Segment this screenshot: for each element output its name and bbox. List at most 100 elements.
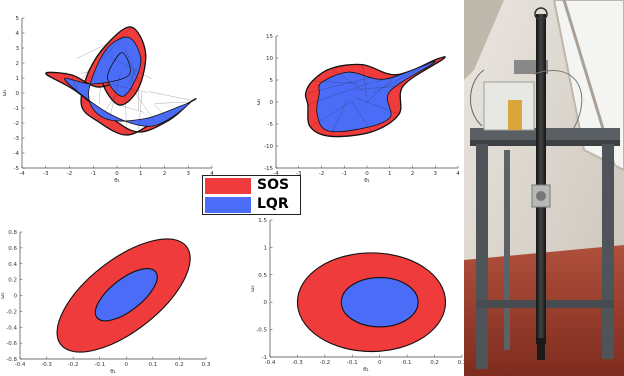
y-tick-label: 1 <box>264 245 268 251</box>
x-tick-label: 0.3 <box>458 360 464 366</box>
x-tick-label: -1 <box>91 171 96 177</box>
mesh-line <box>109 71 121 118</box>
x-tick-label: 2 <box>163 171 167 177</box>
x-tick-label: -4 <box>273 171 279 177</box>
pole-weight <box>537 338 545 360</box>
pendulum-rig-photo <box>464 0 624 376</box>
mesh-line <box>76 43 108 59</box>
x-tick-label: -4 <box>19 171 25 177</box>
x-tick-label: 0 <box>125 362 129 368</box>
x-tick-label: 0.2 <box>430 360 439 366</box>
mesh-line <box>74 66 92 91</box>
x-tick-label: 0.1 <box>148 362 157 368</box>
y-axis-label: ω₁ <box>0 292 6 299</box>
y-tick-label: 0.6 <box>8 246 17 252</box>
mesh-line <box>123 46 140 85</box>
y-tick-label: 1 <box>16 76 20 82</box>
y-tick-label: 5 <box>270 78 274 84</box>
x-axis-label: θ₁ <box>114 178 120 184</box>
y-tick-label: 0.8 <box>8 230 17 236</box>
x-axis-label: θ₁ <box>110 369 116 375</box>
x-tick-label: 0.3 <box>202 362 211 368</box>
x-tick-label: -0.4 <box>265 360 276 366</box>
y-tick-label: 0.5 <box>258 273 267 279</box>
plot-top-left: -4 -3 -2 -1 0 1 2 3 4 -5 -4 -3 -2 -1 0 1 2 3 4 5 θ₁ ω₁ <box>0 0 232 186</box>
y-tick-label: -0.2 <box>6 309 17 315</box>
x-tick-label: -0.1 <box>94 362 105 368</box>
y-axis-label: ω₁ <box>256 99 262 106</box>
x-tick-label: 1 <box>139 171 143 177</box>
y-tick-label: -3 <box>14 136 20 142</box>
pole-cap <box>534 7 548 21</box>
mesh-line <box>312 80 358 84</box>
y-tick-label: -0.4 <box>6 325 17 331</box>
pendulum-pole <box>536 14 546 344</box>
mesh-line <box>330 68 365 92</box>
x-tick-label: -2 <box>319 171 324 177</box>
x-tick-label: 0 <box>365 171 369 177</box>
y-tick-label: 3 <box>16 46 20 52</box>
y-tick-label: 2 <box>16 61 20 67</box>
y-tick-label: -15 <box>264 166 273 172</box>
x-tick-label: 0.1 <box>403 360 412 366</box>
x-tick-label: -1 <box>342 171 347 177</box>
x-tick-label: 0.2 <box>175 362 184 368</box>
x-tick-label: -3 <box>296 171 302 177</box>
mesh-line <box>354 85 404 90</box>
y-tick-label: 15 <box>266 34 273 40</box>
series-layer <box>296 252 447 353</box>
mesh-line <box>305 76 374 94</box>
table-leg-back <box>504 150 510 350</box>
legend: SOS LQR <box>202 175 301 215</box>
mesh-line <box>129 68 134 103</box>
x-tick-label: -0.3 <box>292 360 303 366</box>
table-leg-left <box>476 144 488 369</box>
x-axis-label: θ₁ <box>364 178 370 184</box>
series-layer <box>45 26 197 136</box>
plot-bottom-right-svg: -0.4 -0.3 -0.2 -0.1 0 0.1 0.2 0.3 -1 -0.5 0 0.5 1 1.5… <box>250 218 464 373</box>
mesh-line <box>119 104 145 113</box>
mesh-line <box>127 52 146 85</box>
x-axis-label: θ₁ <box>363 367 369 373</box>
axis-layer: -0.4 -0.3 -0.2 -0.1 0 0.1 0.2 0.3 -0.8 -0.6 -0.4 -0… <box>0 230 211 375</box>
y-tick-label: -5 <box>268 122 274 128</box>
legend-swatch-lqr <box>205 197 251 213</box>
y-tick-label: 0.4 <box>8 262 17 268</box>
plot-top-right: -4 -3 -2 -1 0 1 2 3 4 -15 -10 -5 0 5 10 15 θ₁ ω₁ <box>232 0 464 186</box>
plot-bottom-left: -0.4 -0.3 -0.2 -0.1 0 0.1 0.2 0.3 -0.8 -0.6 -0.4 -0… <box>0 210 232 376</box>
mesh-line <box>71 74 77 91</box>
y-tick-label: -4 <box>14 151 20 157</box>
y-tick-label: 0 <box>16 91 20 97</box>
x-tick-label: -0.2 <box>319 360 330 366</box>
mesh-layer <box>45 26 194 136</box>
mesh-line <box>81 95 91 106</box>
region-lqr <box>64 36 189 127</box>
x-tick-label: -0.4 <box>15 362 26 368</box>
region-lqr <box>94 268 158 322</box>
y-tick-label: 5 <box>16 16 20 22</box>
y-tick-label: 10 <box>266 56 273 62</box>
mesh-line <box>363 74 397 106</box>
motor-label <box>508 100 522 130</box>
y-tick-label: 0 <box>270 100 274 106</box>
plot-bottom-left-svg: -0.4 -0.3 -0.2 -0.1 0 0.1 0.2 0.3 -0.8 -0.6 -0.4 -0… <box>0 230 211 375</box>
y-tick-label: 0 <box>14 294 18 300</box>
mesh-line <box>138 92 143 133</box>
mesh-line <box>154 101 191 104</box>
table-leg-right <box>602 144 614 359</box>
y-axis-label: ω₁ <box>250 285 256 292</box>
mesh-line <box>109 56 152 79</box>
mesh-line <box>97 95 116 122</box>
x-tick-label: -0.3 <box>41 362 52 368</box>
x-tick-label: 3 <box>187 171 191 177</box>
mesh-line <box>102 82 147 93</box>
y-tick-label: -5 <box>14 166 20 172</box>
series-layer <box>304 56 446 138</box>
mesh-line <box>99 86 101 105</box>
mesh-line <box>153 104 170 121</box>
mesh-line <box>310 100 354 127</box>
mesh-line <box>362 64 368 99</box>
